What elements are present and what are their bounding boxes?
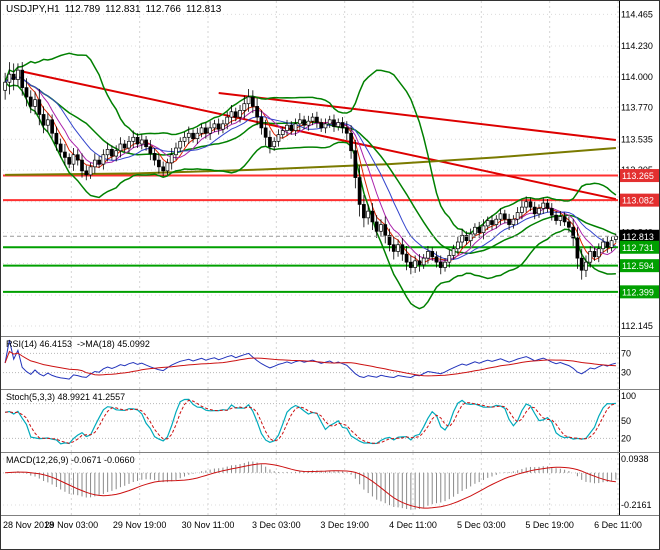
- stoch-axis-label: 20: [621, 433, 631, 443]
- rsi-axis-label: 70: [621, 348, 631, 358]
- time-axis-label: 28 Nov 2018: [3, 520, 55, 530]
- stoch-d-line: [5, 399, 617, 444]
- stoch-axis-label: 100: [621, 391, 636, 401]
- time-axis[interactable]: 28 Nov 2018 29 Nov 03:00 29 Nov 19:00 30 No…: [1, 516, 659, 549]
- price-badge-label: 112.594: [622, 261, 654, 271]
- price-tick-label: 114.465: [621, 9, 653, 19]
- trendline[interactable]: [22, 70, 617, 201]
- price-badge: [620, 229, 659, 243]
- price-tick-label: 114.000: [621, 72, 653, 82]
- macd-histogram: [8, 461, 617, 510]
- stochastic-pane: 100 50 20 Stoch(5,3,3) 48.9921 41.2557: [1, 390, 659, 453]
- macd-axis-label: 0.0938: [621, 454, 649, 464]
- stochastic-canvas[interactable]: 100 50 20: [1, 390, 659, 452]
- price-badge: [620, 285, 659, 299]
- candles-layer: [3, 62, 618, 280]
- rsi-ma-line: [4, 350, 616, 377]
- macd-axis-label: -0.2161: [621, 500, 652, 510]
- price-tick-label: 113.770: [621, 103, 653, 113]
- price-badge-label: 112.731: [622, 243, 654, 253]
- time-axis-label: 30 Nov 11:00: [181, 520, 235, 530]
- price-tick-label: 114.230: [621, 41, 653, 51]
- slow-ma-line: [5, 147, 616, 176]
- time-axis-label: 29 Nov 19:00: [112, 520, 167, 530]
- time-axis-label: 5 Dec 03:00: [457, 520, 506, 530]
- time-axis-label: 3 Dec 03:00: [252, 520, 301, 530]
- time-axis-label: 4 Dec 11:00: [389, 520, 437, 530]
- price-badge: [620, 169, 659, 183]
- time-axis-label: 6 Dec 11:00: [594, 520, 642, 530]
- stoch-k-line: [4, 398, 616, 445]
- time-axis-label: 29 Nov 03:00: [44, 520, 99, 530]
- price-badge-label: 113.082: [622, 196, 654, 206]
- macd-canvas[interactable]: 0.0938 -0.2161: [1, 453, 659, 515]
- price-tick-label: 113.535: [621, 134, 653, 144]
- price-badge: [620, 259, 659, 273]
- time-axis-label: 3 Dec 19:00: [320, 520, 369, 530]
- main-chart-pane: 114.465114.230114.000113.770113.535113.3…: [1, 1, 659, 337]
- price-badge-label: 112.813: [622, 232, 654, 242]
- price-badge: [620, 193, 659, 207]
- time-axis-label: 5 Dec 19:00: [525, 520, 574, 530]
- price-badge: [620, 240, 659, 254]
- main-chart-canvas[interactable]: 114.465114.230114.000113.770113.535113.3…: [1, 1, 659, 336]
- stoch-axis-label: 50: [621, 416, 631, 426]
- price-badge-label: 113.265: [622, 171, 654, 181]
- rsi-pane: 70 30 RSI(14) 46.4153 ->MA(18) 45.0992: [1, 337, 659, 390]
- macd-signal-line: [5, 463, 616, 509]
- macd-pane: 0.0938 -0.2161 MACD(12,26,9) -0.0671 -0.0…: [1, 453, 659, 516]
- bollinger-upper-band: [4, 52, 617, 235]
- price-badge-label: 112.399: [622, 287, 654, 297]
- price-tick-label: 112.145: [621, 321, 653, 331]
- rsi-line: [4, 339, 617, 380]
- rsi-canvas[interactable]: 70 30: [1, 337, 659, 389]
- bollinger-lower-band: [4, 81, 616, 310]
- ma-line: [4, 75, 617, 260]
- rsi-axis-label: 30: [621, 368, 631, 378]
